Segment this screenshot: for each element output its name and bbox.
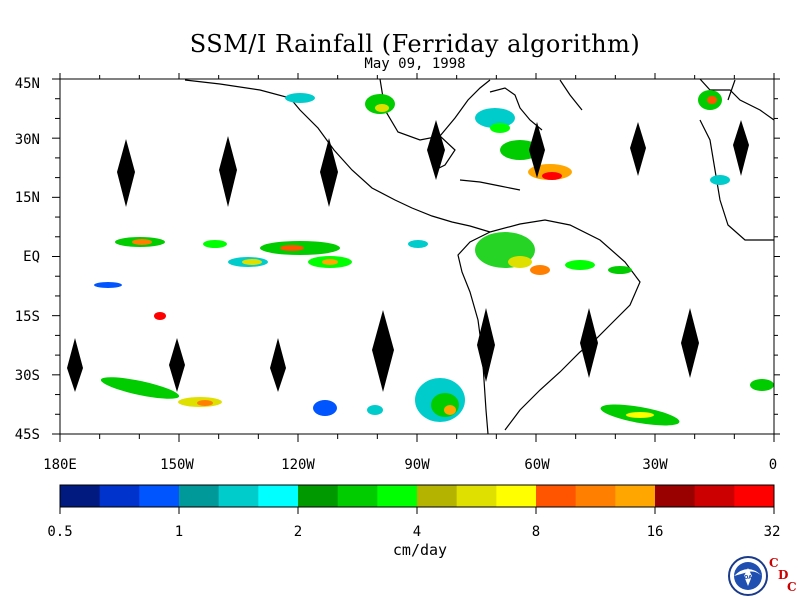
colorbar-label-8: 8 bbox=[532, 524, 540, 540]
cdc-letter-c2: C bbox=[787, 580, 797, 594]
lon-label-120w: 120W bbox=[281, 457, 315, 473]
colorbar-swatch bbox=[337, 485, 378, 507]
lat-label-15s: 15S bbox=[15, 309, 40, 325]
lat-label-15n: 15N bbox=[15, 190, 40, 206]
colorbar-swatch bbox=[99, 485, 140, 507]
colorbar-swatch bbox=[496, 485, 537, 507]
colorbar-swatch bbox=[258, 485, 299, 507]
colorbar-frame bbox=[59, 484, 775, 508]
noaa-logo-icon: NOAA bbox=[728, 556, 768, 596]
colorbar-swatch bbox=[179, 485, 220, 507]
colorbar-swatch bbox=[694, 485, 735, 507]
lat-label-eq: EQ bbox=[23, 249, 40, 265]
colorbar-swatch bbox=[218, 485, 259, 507]
colorbar-swatch bbox=[575, 485, 616, 507]
lon-label-150w: 150W bbox=[160, 457, 194, 473]
lon-label-0: 0 bbox=[769, 457, 777, 473]
colorbar-swatch bbox=[456, 485, 497, 507]
lon-label-30w: 30W bbox=[642, 457, 668, 473]
lat-label-45s: 45S bbox=[15, 427, 40, 443]
cdc-letter-c1: C bbox=[769, 556, 779, 570]
data-gap-markers bbox=[67, 120, 749, 392]
colorbar-label-0-5: 0.5 bbox=[47, 524, 72, 540]
lon-label-60w: 60W bbox=[524, 457, 550, 473]
chart-title: SSM/I Rainfall (Ferriday algorithm) bbox=[189, 30, 641, 58]
lon-label-90w: 90W bbox=[404, 457, 430, 473]
rainfall-field bbox=[94, 90, 774, 426]
lon-labels: 180E 150W 120W 90W 60W 30W 0 bbox=[43, 457, 777, 473]
colorbar-label-4: 4 bbox=[413, 524, 421, 540]
colorbar-swatch bbox=[734, 485, 775, 507]
map-frame bbox=[59, 78, 775, 435]
colorbar-swatch bbox=[615, 485, 656, 507]
colorbar-swatch bbox=[377, 485, 418, 507]
lat-label-30s: 30S bbox=[15, 368, 40, 384]
chart-subtitle: May 09, 1998 bbox=[364, 56, 466, 72]
colorbar-swatch bbox=[536, 485, 577, 507]
lat-label-30n: 30N bbox=[15, 132, 40, 148]
colorbar-label-16: 16 bbox=[647, 524, 664, 540]
colorbar-swatch bbox=[417, 485, 458, 507]
coastlines bbox=[184, 79, 774, 434]
colorbar-units: cm/day bbox=[392, 541, 448, 559]
lat-label-45n: 45N bbox=[15, 76, 40, 92]
colorbar-label-2: 2 bbox=[294, 524, 302, 540]
colorbar-swatch bbox=[139, 485, 180, 507]
colorbar-swatch bbox=[298, 485, 339, 507]
colorbar-label-1: 1 bbox=[175, 524, 183, 540]
cdc-letter-d: D bbox=[778, 568, 789, 582]
colorbar bbox=[59, 485, 775, 514]
colorbar-label-32: 32 bbox=[764, 524, 781, 540]
colorbar-labels: 0.5 1 2 4 8 16 32 bbox=[47, 524, 780, 540]
colorbar-swatch bbox=[655, 485, 696, 507]
axis-ticks bbox=[52, 73, 780, 442]
colorbar-swatch bbox=[60, 485, 101, 507]
lat-labels: 45N 30N 15N EQ 15S 30S 45S bbox=[15, 76, 40, 443]
svg-text:NOAA: NOAA bbox=[740, 575, 756, 581]
lon-label-180e: 180E bbox=[43, 457, 77, 473]
